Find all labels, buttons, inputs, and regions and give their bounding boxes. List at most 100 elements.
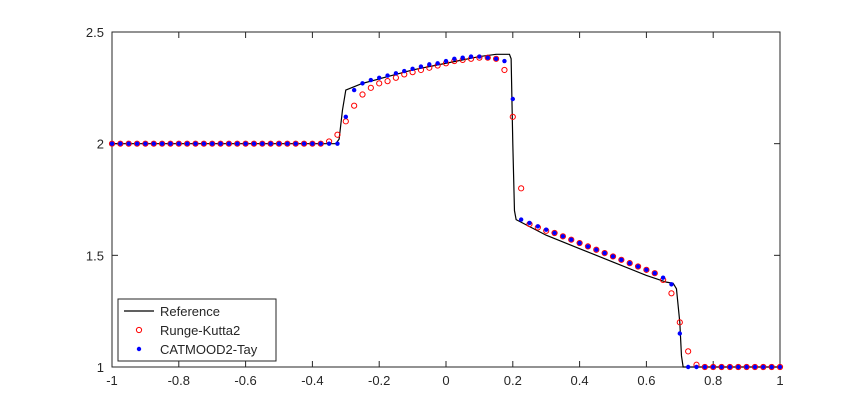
data-point [727,364,733,370]
data-point [134,141,140,146]
data-point [527,220,532,226]
data-point [685,364,691,370]
data-point [535,224,541,229]
data-point [510,96,515,102]
data-point [184,141,190,146]
data-point [384,78,391,85]
data-point [150,140,157,147]
data-point [601,250,608,257]
data-point [711,364,716,370]
data-point [117,140,124,147]
data-point [719,364,724,370]
data-point [159,141,165,146]
data-point [593,246,600,253]
data-point [184,140,191,147]
data-point [118,141,123,146]
data-point [468,54,474,59]
data-point [559,233,567,240]
data-point [285,141,290,146]
y-tick-label: 1.5 [86,248,104,263]
data-point [544,227,549,232]
data-point [551,229,558,237]
x-tick-label: -0.4 [301,373,323,388]
data-point [518,217,524,222]
data-point [193,141,198,146]
data-point [293,141,298,146]
x-tick-label: 0.2 [504,373,522,388]
data-point [318,141,323,146]
data-point [175,140,182,147]
data-point [142,140,149,147]
x-tick-label: -0.8 [168,373,190,388]
data-point [268,141,273,146]
data-point [292,140,299,147]
data-point [326,141,332,146]
reference-line [112,53,780,368]
data-point [776,363,784,371]
data-point [218,141,223,146]
data-point [242,140,249,147]
data-point [644,267,649,273]
data-point [685,348,692,355]
data-point [602,250,607,256]
data-point [627,260,632,266]
data-point [343,114,348,120]
data-point [768,363,775,371]
legend-label: Runge-Kutta2 [160,323,240,338]
data-point [761,364,766,370]
data-point [609,253,617,260]
data-point [133,140,141,147]
data-point [259,140,266,147]
data-point [235,141,240,146]
data-point [460,55,465,60]
data-point [151,141,156,146]
data-point [736,364,741,370]
data-point [744,364,749,370]
data-point [585,244,591,249]
data-point [485,55,490,60]
legend-swatch [135,326,143,334]
data-point [360,81,365,86]
data-point [335,141,340,146]
data-point [518,185,525,192]
data-point [385,73,390,78]
data-point [676,319,683,326]
data-point [226,141,232,146]
data-point [427,62,432,67]
data-point [552,230,557,236]
data-point [402,68,407,74]
data-point [560,234,566,239]
legend-label: CATMOOD2-Tay [160,342,258,357]
x-tick-label: 0.8 [704,373,722,388]
data-point [275,140,283,147]
data-point [610,254,616,259]
data-point [126,141,131,146]
data-point [752,364,758,370]
data-point [677,331,682,336]
data-point [568,236,575,243]
data-point [701,363,708,371]
data-point [584,243,592,250]
data-point [217,140,224,147]
data-point [351,102,358,109]
data-point [702,364,708,370]
data-point [159,140,166,147]
data-point [435,61,440,66]
data-point [168,141,173,146]
data-point [509,113,516,120]
data-point [735,363,742,371]
data-point [651,270,658,277]
data-point [751,363,759,371]
data-point [284,140,291,147]
data-point [718,363,725,371]
data-point [668,290,675,297]
data-point [769,364,774,370]
data-point [267,140,274,147]
data-point [669,282,674,287]
data-point [418,64,424,69]
data-point [209,140,216,147]
data-point [310,141,315,146]
data-point [726,363,734,371]
